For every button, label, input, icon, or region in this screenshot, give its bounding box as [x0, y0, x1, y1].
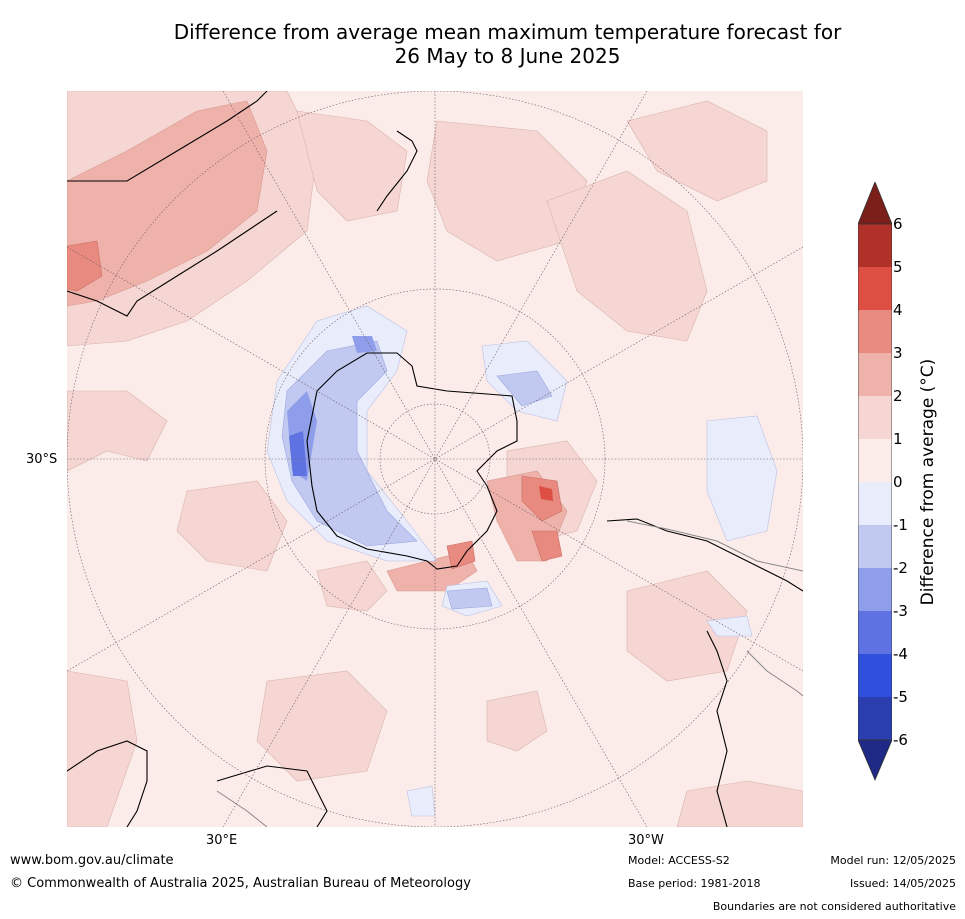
colorbar-tick: 1 — [893, 430, 903, 448]
colorbar-tick: -2 — [893, 559, 908, 577]
colorbar-neg2-neg1 — [858, 525, 892, 568]
chart-title: Difference from average mean maximum tem… — [60, 20, 955, 68]
colorbar-tick: 5 — [893, 258, 903, 276]
colorbar-tick: -3 — [893, 602, 908, 620]
colorbar-svg — [857, 180, 893, 782]
title-line-1: Difference from average mean maximum tem… — [173, 20, 842, 44]
lat-label-30s: 30°S — [26, 452, 58, 467]
colorbar-neg6-neg5 — [858, 697, 892, 740]
colorbar-tick: 4 — [893, 301, 903, 319]
colorbar-4-5 — [858, 267, 892, 310]
colorbar-tick: -6 — [893, 731, 908, 749]
disclaimer-text: Boundaries are not considered authoritat… — [712, 900, 956, 913]
colorbar-arrow-bottom — [857, 739, 893, 782]
lon-label-30e: 30°E — [206, 833, 238, 848]
anomaly-neg1-to-neg2-regions — [281, 340, 553, 610]
coastlines — [67, 91, 803, 827]
model-run-text: Model run: 12/05/2025 — [830, 854, 956, 867]
colorbar-tick: -4 — [893, 645, 908, 663]
model-text: Model: ACCESS-S2 — [628, 854, 730, 867]
colorbar-2-3 — [858, 353, 892, 396]
base-period-text: Base period: 1981-2018 — [628, 877, 761, 890]
colorbar-neg3-neg2 — [858, 568, 892, 611]
copyright-text: © Commonwealth of Australia 2025, Austra… — [10, 876, 471, 891]
colorbar-5-6 — [858, 224, 892, 267]
issued-text: Issued: 14/05/2025 — [849, 877, 956, 890]
colorbar-1-2 — [858, 396, 892, 439]
colorbar-tick: -5 — [893, 688, 908, 706]
lon-label-30w: 30°W — [628, 833, 664, 848]
colorbar-neg1-0 — [858, 482, 892, 525]
colorbar-title: Difference from average (°C) — [918, 358, 938, 606]
anomaly-neg3-to-neg4-regions — [289, 431, 307, 476]
colorbar-neg5-neg4 — [858, 654, 892, 697]
colorbar-arrow-top — [857, 180, 893, 225]
colorbar-tick: -1 — [893, 516, 908, 534]
country-borders — [216, 520, 803, 827]
map-svg — [67, 91, 803, 827]
colorbar-tick: 3 — [893, 344, 903, 362]
colorbar-tick: 0 — [893, 473, 903, 491]
colorbar — [857, 180, 893, 786]
website-link[interactable]: www.bom.gov.au/climate — [10, 853, 174, 868]
graticule — [67, 91, 803, 827]
colorbar-tick: 2 — [893, 387, 903, 405]
colorbar-0-1 — [858, 439, 892, 482]
colorbar-3-4 — [858, 310, 892, 353]
colorbar-tick: 6 — [893, 215, 903, 233]
anomaly-4-to-5-regions — [539, 486, 553, 501]
forecast-map[interactable] — [67, 91, 803, 827]
title-line-2: 26 May to 8 June 2025 — [394, 44, 621, 68]
colorbar-neg4-neg3 — [858, 611, 892, 654]
